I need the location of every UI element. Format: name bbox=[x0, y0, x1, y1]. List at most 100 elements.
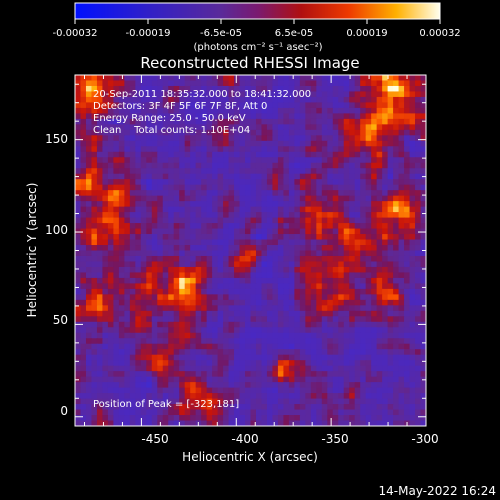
heatmap-cell bbox=[277, 277, 284, 284]
heatmap-cell bbox=[173, 321, 180, 328]
heatmap-cell bbox=[91, 360, 98, 367]
heatmap-cell bbox=[365, 294, 372, 301]
heatmap-cell bbox=[102, 75, 109, 82]
heatmap-cell bbox=[316, 173, 323, 180]
heatmap-cell bbox=[217, 283, 224, 290]
heatmap-cell bbox=[173, 299, 180, 306]
heatmap-cell bbox=[283, 195, 290, 202]
heatmap-cell bbox=[135, 415, 142, 422]
heatmap-cell bbox=[212, 288, 219, 295]
heatmap-cell bbox=[140, 283, 147, 290]
heatmap-cell bbox=[102, 228, 109, 235]
heatmap-cell bbox=[305, 371, 312, 378]
heatmap-cell bbox=[316, 299, 323, 306]
heatmap-cell bbox=[338, 190, 345, 197]
heatmap-cell bbox=[398, 140, 405, 147]
heatmap-cell bbox=[365, 382, 372, 389]
heatmap-cell bbox=[206, 398, 213, 405]
heatmap-cell bbox=[283, 387, 290, 394]
heatmap-cell bbox=[255, 327, 263, 334]
heatmap-cell bbox=[113, 316, 120, 323]
heatmap-cell bbox=[102, 332, 109, 339]
heatmap-cell bbox=[415, 113, 422, 120]
heatmap-cell bbox=[80, 420, 87, 426]
heatmap-cell bbox=[420, 327, 426, 334]
heatmap-cell bbox=[124, 140, 131, 147]
heatmap-cell bbox=[151, 179, 158, 186]
heatmap-cell bbox=[310, 332, 317, 339]
heatmap-cell bbox=[190, 140, 197, 147]
heatmap-cell bbox=[212, 250, 219, 257]
heatmap-cell bbox=[184, 113, 191, 120]
heatmap-cell bbox=[250, 80, 257, 87]
heatmap-cell bbox=[283, 360, 290, 367]
heatmap-cell bbox=[129, 415, 136, 422]
heatmap-cell bbox=[310, 80, 317, 87]
heatmap-cell bbox=[310, 272, 317, 279]
heatmap-cell bbox=[371, 272, 378, 279]
heatmap-cell bbox=[223, 234, 230, 241]
heatmap-cell bbox=[75, 135, 82, 142]
heatmap-cell bbox=[201, 75, 208, 82]
heatmap-cell bbox=[118, 206, 125, 213]
heatmap-cell bbox=[195, 201, 202, 208]
heatmap-cell bbox=[266, 113, 274, 120]
heatmap-cell bbox=[349, 129, 356, 136]
heatmap-cell bbox=[223, 118, 230, 125]
heatmap-cell bbox=[195, 179, 202, 186]
heatmap-cell bbox=[151, 223, 158, 230]
heatmap-cell bbox=[277, 255, 284, 263]
heatmap-cell bbox=[245, 393, 252, 400]
heatmap-cell bbox=[404, 266, 411, 274]
heatmap-cell bbox=[157, 96, 164, 104]
heatmap-cell bbox=[272, 146, 279, 153]
heatmap-cell bbox=[382, 277, 389, 284]
heatmap-cell bbox=[179, 157, 186, 164]
heatmap-cell bbox=[135, 360, 142, 367]
heatmap-cell bbox=[288, 354, 295, 361]
heatmap-cell bbox=[277, 118, 284, 125]
heatmap-cell bbox=[283, 415, 290, 422]
heatmap-cell bbox=[420, 332, 426, 339]
heatmap-cell bbox=[85, 365, 93, 372]
heatmap-cell bbox=[75, 146, 82, 153]
heatmap-cell bbox=[415, 250, 422, 257]
heatmap-cell bbox=[118, 349, 125, 356]
heatmap-cell bbox=[404, 365, 411, 372]
heatmap-cell bbox=[343, 140, 350, 147]
heatmap-cell bbox=[80, 266, 87, 274]
heatmap-cell bbox=[135, 382, 142, 389]
heatmap-cell bbox=[184, 266, 191, 274]
heatmap-cell bbox=[102, 146, 109, 153]
heatmap-cell bbox=[223, 393, 230, 400]
heatmap-cell bbox=[354, 266, 361, 274]
heatmap-cell bbox=[310, 201, 317, 208]
heatmap-cell bbox=[310, 376, 317, 383]
heatmap-cell bbox=[371, 250, 378, 257]
heatmap-cell bbox=[124, 415, 131, 422]
heatmap-cell bbox=[371, 365, 378, 372]
heatmap-cell bbox=[409, 157, 416, 164]
heatmap-cell bbox=[228, 184, 235, 191]
heatmap-cell bbox=[365, 80, 372, 87]
heatmap-cell bbox=[294, 212, 301, 219]
heatmap-cell bbox=[310, 266, 317, 274]
heatmap-cell bbox=[113, 179, 120, 186]
heatmap-cell bbox=[212, 201, 219, 208]
heatmap-cell bbox=[206, 80, 213, 87]
heatmap-cell bbox=[102, 321, 109, 328]
heatmap-cell bbox=[162, 217, 169, 224]
heatmap-cell bbox=[299, 299, 306, 306]
heatmap-cell bbox=[75, 91, 82, 98]
heatmap-cell bbox=[332, 80, 339, 87]
heatmap-cell bbox=[206, 387, 213, 394]
heatmap-cell bbox=[272, 387, 279, 394]
heatmap-cell bbox=[85, 124, 93, 131]
heatmap-cell bbox=[118, 245, 125, 252]
heatmap-cell bbox=[316, 157, 323, 164]
heatmap-cell bbox=[234, 327, 241, 334]
heatmap-cell bbox=[190, 299, 197, 306]
heatmap-cell bbox=[80, 135, 87, 142]
heatmap-cell bbox=[294, 217, 301, 224]
heatmap-cell bbox=[409, 179, 416, 186]
